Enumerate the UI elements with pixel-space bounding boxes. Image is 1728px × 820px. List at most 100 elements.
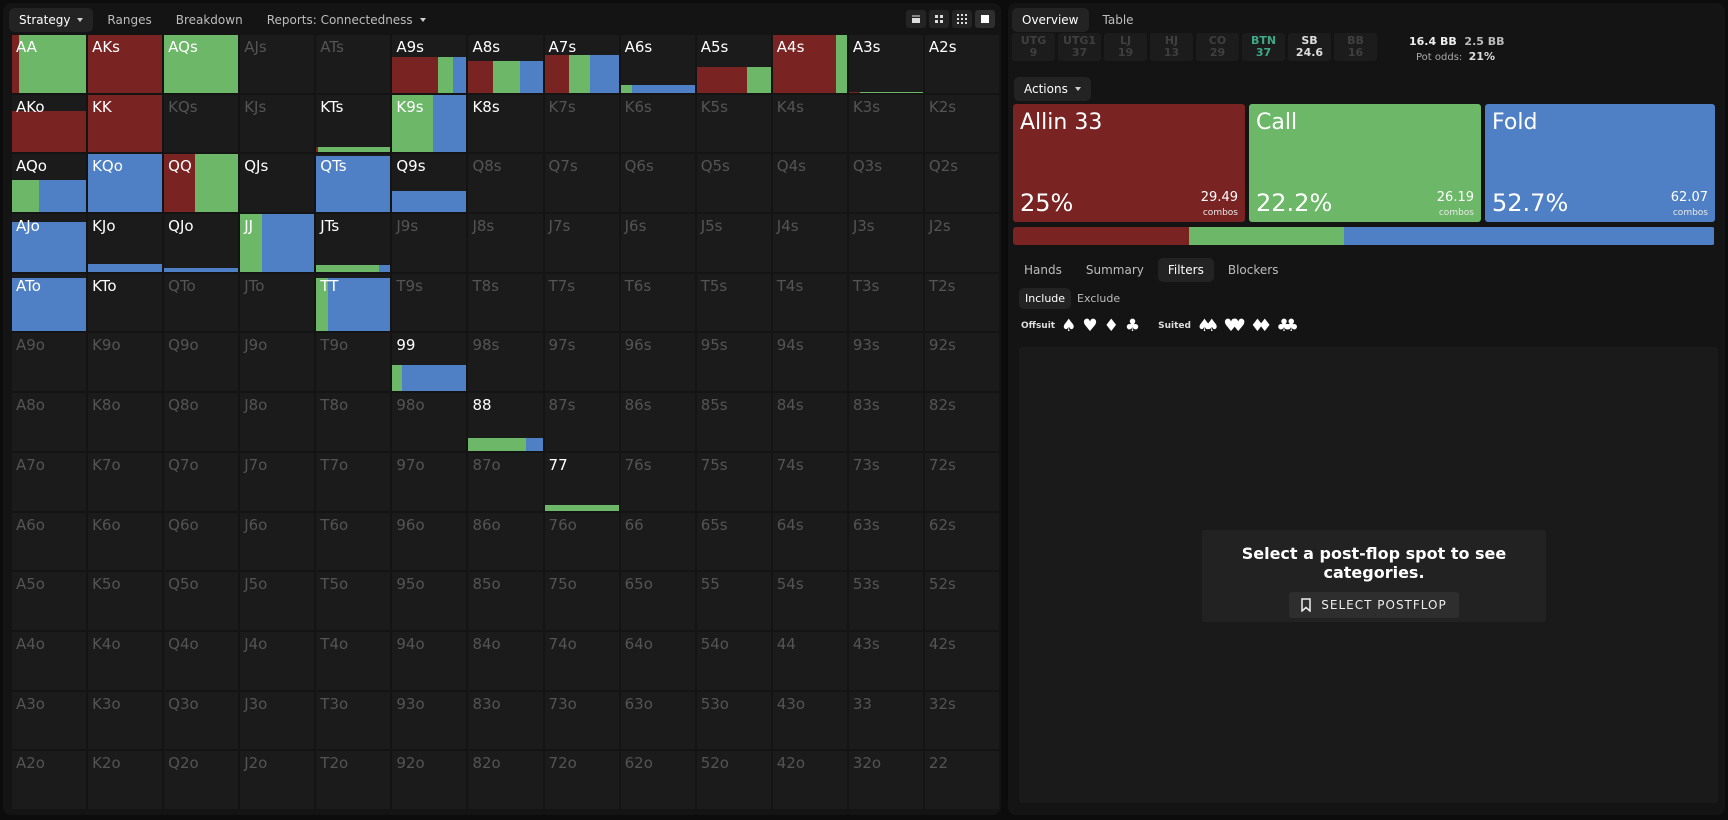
hand-cell[interactable]: J5o: [240, 572, 315, 630]
hand-cell[interactable]: 72o: [544, 751, 619, 809]
hand-cell[interactable]: T9s: [392, 273, 467, 332]
hand-cell[interactable]: 42o: [772, 751, 847, 809]
hand-cell[interactable]: KQo: [88, 154, 163, 213]
tab-hands[interactable]: Hands: [1014, 258, 1072, 282]
seat-utg1[interactable]: UTG1 37: [1058, 33, 1101, 61]
hand-cell[interactable]: T9o: [316, 333, 391, 392]
hand-cell[interactable]: KTo: [88, 273, 163, 332]
hand-cell[interactable]: T4s: [772, 273, 847, 332]
suited-diamond-icon[interactable]: ♦♦: [1249, 316, 1273, 336]
hand-cell[interactable]: 85o: [468, 572, 543, 630]
hand-cell[interactable]: 94s: [772, 333, 847, 392]
hand-cell[interactable]: A6s: [620, 35, 695, 93]
hand-cell[interactable]: 62s: [924, 512, 999, 571]
hand-cell[interactable]: 44: [772, 631, 847, 690]
hand-cell[interactable]: T2s: [924, 273, 999, 332]
hand-cell[interactable]: J8s: [468, 214, 543, 272]
hand-cell[interactable]: QQ: [164, 154, 239, 213]
hand-cell[interactable]: T7s: [544, 273, 619, 332]
hand-cell[interactable]: J3o: [240, 691, 315, 750]
include-toggle[interactable]: Include: [1019, 288, 1072, 309]
hand-cell[interactable]: K3s: [848, 94, 923, 153]
hand-cell[interactable]: T3o: [316, 691, 391, 750]
hand-cell[interactable]: Q2o: [164, 751, 239, 809]
seat-btn[interactable]: BTN 37: [1242, 33, 1285, 61]
hand-cell[interactable]: 97o: [392, 452, 467, 511]
hand-cell[interactable]: Q2s: [924, 154, 999, 213]
hand-cell[interactable]: 93o: [392, 691, 467, 750]
hand-cell[interactable]: 73o: [544, 691, 619, 750]
hand-cell[interactable]: A8o: [12, 393, 87, 451]
hand-cell[interactable]: K9s: [392, 94, 467, 153]
hand-cell[interactable]: J2s: [924, 214, 999, 272]
tab-strategy[interactable]: Strategy: [9, 8, 94, 32]
offsuit-club-icon[interactable]: ♣: [1124, 316, 1141, 336]
hand-cell[interactable]: 93s: [848, 333, 923, 392]
hand-cell[interactable]: A9s: [392, 35, 467, 93]
hand-cell[interactable]: 65o: [620, 572, 695, 630]
suited-club-icon[interactable]: ♣♣: [1276, 316, 1299, 336]
hand-cell[interactable]: K6s: [620, 94, 695, 153]
hand-cell[interactable]: A7o: [12, 452, 87, 511]
tab-blockers[interactable]: Blockers: [1218, 258, 1289, 282]
hand-cell[interactable]: 76o: [544, 512, 619, 571]
hand-cell[interactable]: 98o: [392, 393, 467, 451]
hand-cell[interactable]: 84s: [772, 393, 847, 451]
hand-cell[interactable]: Q5s: [696, 154, 771, 213]
hand-cell[interactable]: 98s: [468, 333, 543, 392]
hand-cell[interactable]: 52o: [696, 751, 771, 809]
single-view-icon[interactable]: [906, 10, 926, 28]
hand-cell[interactable]: 33: [848, 691, 923, 750]
hand-cell[interactable]: 94o: [392, 631, 467, 690]
hand-cell[interactable]: J6s: [620, 214, 695, 272]
tab-table[interactable]: Table: [1093, 8, 1144, 32]
hand-cell[interactable]: 64s: [772, 512, 847, 571]
hand-cell[interactable]: J8o: [240, 393, 315, 451]
hand-cell[interactable]: AJo: [12, 214, 87, 272]
actions-dropdown[interactable]: Actions: [1014, 77, 1091, 101]
hand-cell[interactable]: J3s: [848, 214, 923, 272]
hand-cell[interactable]: K8o: [88, 393, 163, 451]
hand-cell[interactable]: K7s: [544, 94, 619, 153]
hand-cell[interactable]: T3s: [848, 273, 923, 332]
hand-cell[interactable]: 95o: [392, 572, 467, 630]
hand-cell[interactable]: K8s: [468, 94, 543, 153]
hand-cell[interactable]: Q3o: [164, 691, 239, 750]
hand-cell[interactable]: 83s: [848, 393, 923, 451]
hand-cell[interactable]: AA: [12, 35, 87, 93]
hand-cell[interactable]: KTs: [316, 94, 391, 153]
select-postflop-button[interactable]: SELECT POSTFLOP: [1289, 592, 1459, 618]
hand-cell[interactable]: KQs: [164, 94, 239, 153]
grid-view-icon[interactable]: [952, 10, 972, 28]
hand-cell[interactable]: KK: [88, 94, 163, 153]
hand-cell[interactable]: 54s: [772, 572, 847, 630]
action-call[interactable]: Call 22.2% 26.19 combos: [1249, 104, 1481, 222]
hand-cell[interactable]: 96s: [620, 333, 695, 392]
hand-cell[interactable]: 32s: [924, 691, 999, 750]
hand-cell[interactable]: K3o: [88, 691, 163, 750]
hand-cell[interactable]: 75o: [544, 572, 619, 630]
hand-cell[interactable]: 88: [468, 393, 543, 451]
hand-cell[interactable]: Q6o: [164, 512, 239, 571]
hand-cell[interactable]: ATs: [316, 35, 391, 93]
hand-cell[interactable]: 84o: [468, 631, 543, 690]
hand-cell[interactable]: AQo: [12, 154, 87, 213]
hand-cell[interactable]: J4s: [772, 214, 847, 272]
hand-cell[interactable]: JTo: [240, 273, 315, 332]
hand-cell[interactable]: T4o: [316, 631, 391, 690]
hand-cell[interactable]: JTs: [316, 214, 391, 272]
hand-cell[interactable]: T6o: [316, 512, 391, 571]
hand-cell[interactable]: K7o: [88, 452, 163, 511]
action-allin[interactable]: Allin 33 25% 29.49 combos: [1013, 104, 1245, 222]
hand-cell[interactable]: 42s: [924, 631, 999, 690]
split-view-icon[interactable]: [929, 10, 949, 28]
offsuit-spade-icon[interactable]: ♠: [1061, 316, 1077, 336]
hand-cell[interactable]: 74o: [544, 631, 619, 690]
action-fold[interactable]: Fold 52.7% 62.07 combos: [1485, 104, 1715, 222]
hand-cell[interactable]: A2s: [924, 35, 999, 93]
hand-cell[interactable]: 75s: [696, 452, 771, 511]
hand-cell[interactable]: QJs: [240, 154, 315, 213]
hand-cell[interactable]: 73s: [848, 452, 923, 511]
hand-cell[interactable]: Q3s: [848, 154, 923, 213]
hand-cell[interactable]: 82o: [468, 751, 543, 809]
